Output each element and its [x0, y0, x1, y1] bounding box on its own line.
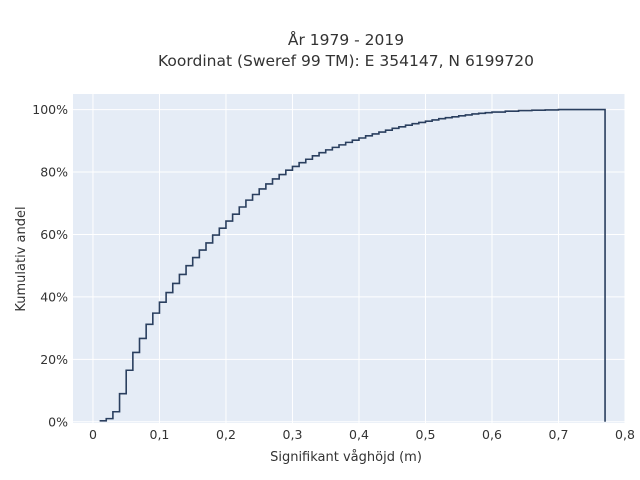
plot-background	[73, 94, 625, 423]
x-tick-label: 0,3	[283, 427, 303, 442]
y-tick-label: 80%	[40, 165, 68, 180]
y-tick-label: 100%	[32, 102, 68, 117]
x-tick-label: 0,5	[416, 427, 436, 442]
x-tick-label: 0,1	[150, 427, 170, 442]
y-tick-labels: 0% 20% 40% 60% 80% 100%	[32, 102, 68, 429]
y-tick-label: 0%	[48, 414, 68, 429]
x-tick-label: 0,8	[615, 427, 635, 442]
y-tick-label: 20%	[40, 352, 68, 367]
chart-title-line1: År 1979 - 2019	[288, 30, 404, 49]
y-tick-label: 40%	[40, 289, 68, 304]
chart-title-line2: Koordinat (Sweref 99 TM): E 354147, N 61…	[158, 52, 534, 70]
x-axis-title: Signifikant våghöjd (m)	[270, 450, 422, 465]
y-axis-title: Kumulativ andel	[14, 206, 29, 311]
x-tick-label: 0,4	[349, 427, 369, 442]
x-tick-label: 0	[89, 427, 97, 442]
x-tick-label: 0,7	[549, 427, 569, 442]
x-tick-labels: 0 0,1 0,2 0,3 0,4 0,5 0,6 0,7 0,8	[89, 427, 635, 442]
grid-lines	[73, 94, 626, 423]
x-tick-label: 0,2	[216, 427, 236, 442]
cdf-step-line	[99, 108, 606, 422]
x-tick-label: 0,6	[482, 427, 502, 442]
y-tick-label: 60%	[40, 227, 68, 242]
